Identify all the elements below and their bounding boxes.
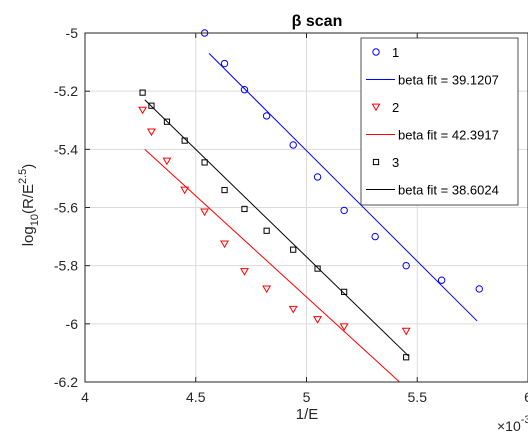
legend-box: [360, 37, 519, 206]
legend-label: beta fit = 42.3917: [398, 128, 499, 143]
series-2-point: [401, 327, 411, 336]
series-1-point: [437, 276, 446, 284]
x-tick-label: 4.5: [186, 389, 206, 405]
x-exponent-label: ×10-3: [497, 414, 528, 434]
series-1-point: [371, 232, 379, 241]
y-tick-label: -5.4: [54, 141, 78, 157]
series-3-point: [403, 354, 410, 361]
legend-label: 1: [392, 45, 399, 60]
y-label-log: log: [20, 226, 37, 246]
x-tick-label: 6: [524, 389, 528, 405]
series-2-point: [288, 305, 298, 314]
series-1-point: [289, 141, 297, 149]
chart-title: β scan: [292, 13, 343, 30]
series-2-point: [240, 268, 249, 276]
series-3-point: [290, 246, 297, 253]
series-3-point: [314, 265, 321, 272]
series-2-point: [339, 323, 349, 331]
y-tick-label: -5.6: [54, 200, 78, 216]
series-3-point: [221, 186, 228, 194]
legend: 1 beta fit = 39.1207 2 beta fit = 42.3917 3 b…: [360, 37, 519, 206]
series-1-point: [220, 59, 229, 68]
series-3-point: [241, 205, 248, 213]
legend-label: 2: [392, 100, 399, 115]
axis-ticks: 4 4.5 5 5.5 6 -6.2 -6 -5.8 -5.6 -5.4 -5.2 -5: [54, 25, 528, 405]
y-tick-label: -6: [66, 316, 79, 332]
series-3-point: [139, 89, 146, 96]
series-1-point: [313, 173, 322, 181]
series-1-point: [402, 261, 410, 270]
series-2-point: [146, 128, 156, 137]
series-1-point: [262, 112, 271, 120]
legend-marker-swatch: [372, 158, 380, 166]
y-label-subscript: 10: [29, 214, 41, 226]
series-2-point: [180, 186, 190, 195]
series-1-point: [475, 285, 483, 293]
legend-marker-swatch: [371, 103, 381, 112]
series-1-point: [340, 206, 348, 215]
series-2-point: [162, 157, 172, 166]
y-tick-label: -5.2: [54, 83, 78, 99]
series-3-point: [263, 227, 270, 234]
series-2-point: [138, 106, 148, 115]
legend-label: beta fit = 39.1207: [398, 73, 499, 88]
y-label-superscript: 2.5: [17, 169, 29, 184]
series-1-point: [240, 86, 249, 94]
y-tick-label: -5.8: [54, 258, 78, 274]
series-2-point: [262, 285, 272, 294]
series-3-point: [181, 137, 188, 144]
y-label-end: ): [20, 164, 37, 169]
series-3-point: [163, 118, 171, 125]
series-2-point: [220, 240, 230, 249]
x-tick-label: 5: [303, 389, 311, 405]
x-exponent-power: -3: [521, 414, 528, 426]
x-exponent-base: ×10: [497, 418, 521, 434]
y-axis-label: log10(R/E2.5): [17, 164, 41, 247]
series-3-point: [341, 288, 348, 295]
fit-line-5: [144, 99, 409, 357]
y-tick-label: -5: [66, 25, 79, 41]
y-tick-label: -6.2: [54, 374, 78, 390]
x-tick-label: 4: [81, 389, 89, 405]
x-tick-label: 5.5: [408, 389, 428, 405]
fit-line-1: [208, 53, 478, 322]
x-axis-label: 1/E: [296, 406, 319, 423]
series-3-point: [201, 159, 208, 166]
legend-marker-swatch: [372, 48, 380, 56]
legend-label: beta fit = 38.6024: [398, 183, 499, 198]
series-2-point: [313, 316, 323, 324]
series-3-point: [148, 102, 155, 109]
legend-label: 3: [392, 155, 399, 170]
series-2-point: [200, 208, 210, 217]
y-label-mid: (R/E: [20, 184, 37, 214]
